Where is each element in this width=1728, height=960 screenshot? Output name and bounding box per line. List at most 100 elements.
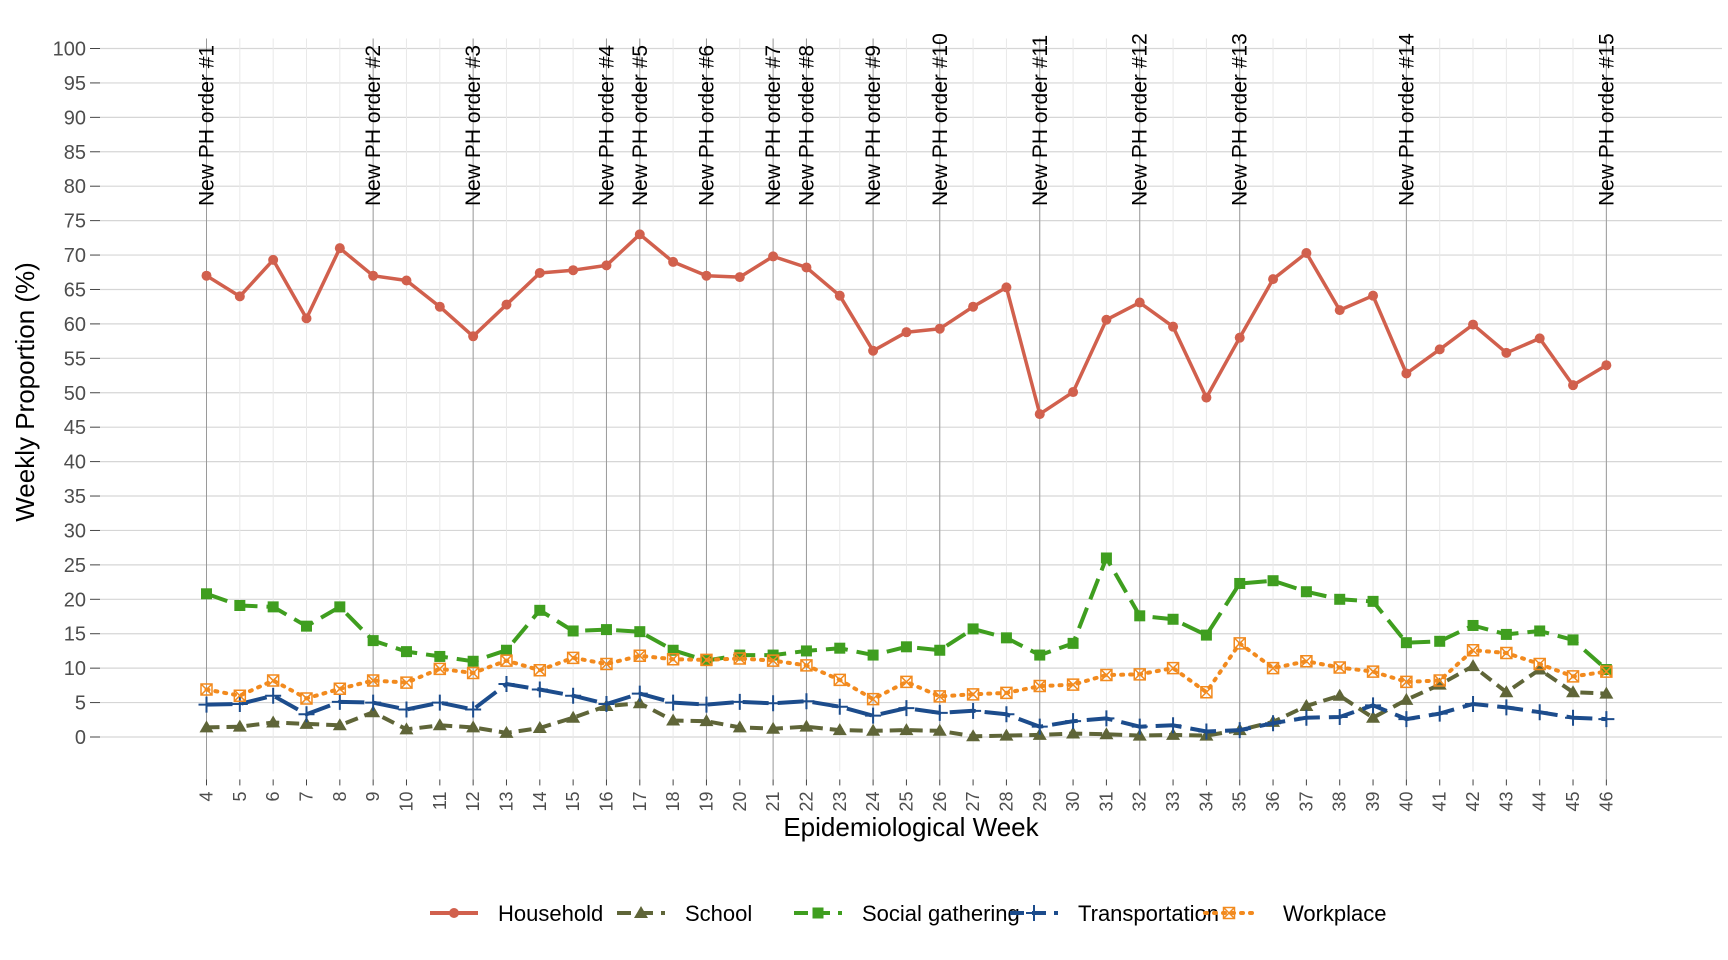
ph-order-label: New PH order #6 [695, 45, 718, 206]
y-tick-label: 0 [75, 727, 86, 749]
data-point-transportation [631, 685, 648, 702]
ph-order-label: New PH order #7 [762, 45, 785, 206]
data-point-transportation [298, 706, 315, 723]
data-point-social-gathering [1300, 586, 1312, 598]
data-point-household [334, 243, 345, 254]
data-point-school [266, 715, 281, 728]
data-point-household [1101, 314, 1112, 325]
x-tick-label: 10 [396, 791, 416, 811]
x-tick-label: 24 [863, 791, 883, 811]
ph-order-label: New PH order #9 [862, 45, 885, 206]
data-point-school [399, 722, 414, 735]
x-tick-label: 25 [896, 791, 916, 811]
data-point-social-gathering [334, 601, 346, 613]
legend: Household School Social gathering Transport… [430, 901, 1387, 926]
data-point-social-gathering [367, 635, 379, 647]
data-point-social-gathering [1367, 595, 1379, 607]
legend-label: Workplace [1283, 901, 1387, 926]
data-point-household [1068, 387, 1079, 398]
data-point-household [1201, 392, 1212, 403]
x-tick-label: 8 [330, 791, 350, 801]
data-point-school [866, 723, 881, 736]
data-point-household [234, 291, 245, 302]
data-point-school [1466, 659, 1481, 672]
data-point-school [1566, 685, 1581, 698]
y-tick-label: 85 [64, 142, 86, 164]
data-point-transportation [431, 694, 448, 711]
data-point-workplace [966, 688, 980, 701]
data-point-school [799, 719, 814, 732]
data-point-social-gathering [867, 649, 879, 661]
data-point-household [1301, 247, 1312, 258]
data-point-transportation [365, 694, 382, 711]
data-point-school [1332, 688, 1347, 701]
data-point-workplace [866, 692, 880, 706]
data-point-school [966, 729, 981, 742]
data-point-school [1366, 710, 1381, 723]
data-point-social-gathering [1500, 628, 1512, 640]
data-point-transportation [1165, 717, 1182, 734]
legend-marker [812, 907, 824, 919]
data-point-social-gathering [234, 599, 246, 611]
data-point-household [801, 262, 812, 273]
legend-marker [634, 906, 648, 918]
data-point-household [901, 327, 912, 338]
data-point-transportation [698, 696, 715, 713]
x-tick-label: 19 [696, 791, 716, 811]
data-point-workplace [1200, 685, 1213, 699]
x-tick-label: 34 [1196, 791, 1216, 811]
x-tick-label: 35 [1230, 791, 1250, 811]
x-tick-label: 21 [763, 791, 783, 811]
data-point-workplace [533, 663, 547, 677]
x-tick-label: 17 [630, 791, 650, 811]
data-point-transportation [331, 693, 348, 710]
data-point-social-gathering [1467, 619, 1479, 631]
data-point-workplace [1033, 679, 1046, 693]
data-point-school [366, 705, 381, 718]
data-point-school [932, 723, 947, 736]
data-point-workplace [1066, 678, 1080, 691]
data-point-transportation [731, 693, 748, 710]
data-point-social-gathering [834, 642, 846, 654]
data-point-transportation [198, 696, 215, 713]
data-point-transportation [1598, 711, 1615, 728]
data-point-household [768, 251, 779, 262]
data-point-workplace [1366, 665, 1380, 678]
y-tick-label: 30 [64, 520, 86, 542]
data-point-social-gathering [534, 604, 546, 616]
ph-order-label: New PH order #8 [795, 45, 818, 206]
x-tick-label: 7 [296, 791, 316, 801]
data-point-workplace [1300, 655, 1313, 668]
data-point-school [499, 725, 514, 738]
x-tick-label: 23 [830, 791, 850, 811]
data-point-school [299, 716, 314, 729]
data-point-school [566, 710, 581, 723]
data-point-household [601, 260, 612, 271]
x-tick-label: 38 [1330, 791, 1350, 811]
data-point-social-gathering [634, 626, 646, 638]
data-point-social-gathering [800, 645, 812, 657]
data-point-transportation [565, 687, 582, 704]
data-point-social-gathering [1167, 613, 1179, 625]
data-point-transportation [1198, 723, 1215, 740]
data-point-social-gathering [1134, 610, 1146, 622]
data-point-transportation [865, 707, 882, 724]
x-tick-label: 6 [263, 791, 283, 801]
data-point-social-gathering [567, 625, 579, 637]
series-transportation [198, 675, 1615, 740]
ph-order-label: New PH order #12 [1129, 33, 1152, 206]
data-point-household [534, 267, 545, 278]
x-axis-ticks: 4 5 6 7 8 9 10 11 12 13 14 15 16 17 18 19 20 21 22 23 24 25 26… [197, 779, 1616, 811]
data-point-workplace [1600, 665, 1613, 678]
ph-order-label: New PH order #15 [1595, 33, 1618, 206]
data-point-social-gathering [1534, 625, 1546, 637]
data-point-social-gathering [1200, 629, 1212, 641]
data-point-transportation [1465, 695, 1482, 712]
x-tick-label: 4 [197, 791, 217, 801]
data-point-household [701, 270, 712, 281]
x-tick-label: 22 [796, 791, 816, 811]
data-point-workplace [1433, 674, 1446, 687]
x-axis-title: Epidemiological Week [783, 812, 1039, 842]
data-point-school [466, 720, 481, 733]
data-point-school [1499, 685, 1514, 698]
